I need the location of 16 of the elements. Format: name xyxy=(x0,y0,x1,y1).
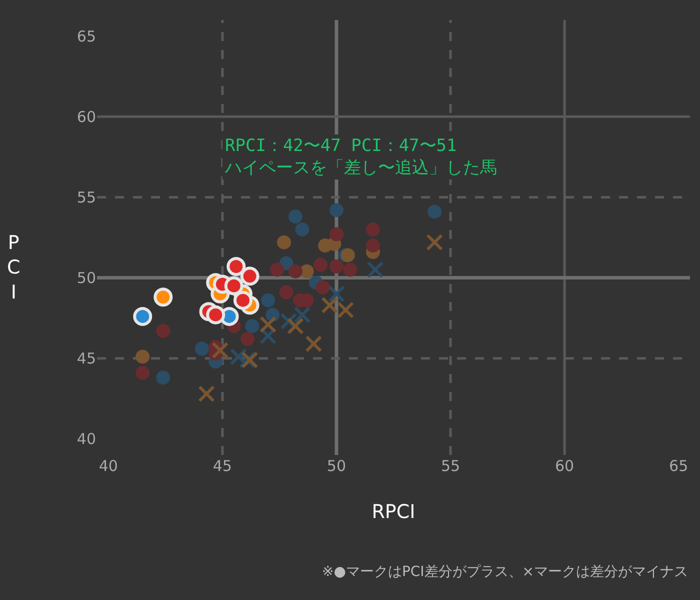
y-axis-title: PCI xyxy=(7,232,20,304)
y-tick-label: 55 xyxy=(76,188,96,206)
y-tick-label: 60 xyxy=(76,108,96,126)
annotation: RPCI：42〜47 PCI：47〜51 ハイペースを「差し〜追込」した馬 xyxy=(224,136,497,178)
y-tick-label: 50 xyxy=(76,269,96,288)
x-tick-label: 55 xyxy=(440,457,460,475)
y-tick-label: 40 xyxy=(76,430,96,448)
x-tick-label: 60 xyxy=(555,457,574,475)
x-tick-label: 65 xyxy=(669,457,688,475)
x-tick-label: 50 xyxy=(326,457,346,475)
x-tick-label: 40 xyxy=(98,457,118,475)
x-tick-label: 45 xyxy=(212,457,232,475)
y-tick-label: 65 xyxy=(76,27,96,46)
text: ※●マークはPCI差分がプラス、×マークは差分がマイナス xyxy=(322,564,688,580)
x-axis-title: RPCI xyxy=(372,500,416,523)
y-tick-label: 45 xyxy=(76,350,96,368)
